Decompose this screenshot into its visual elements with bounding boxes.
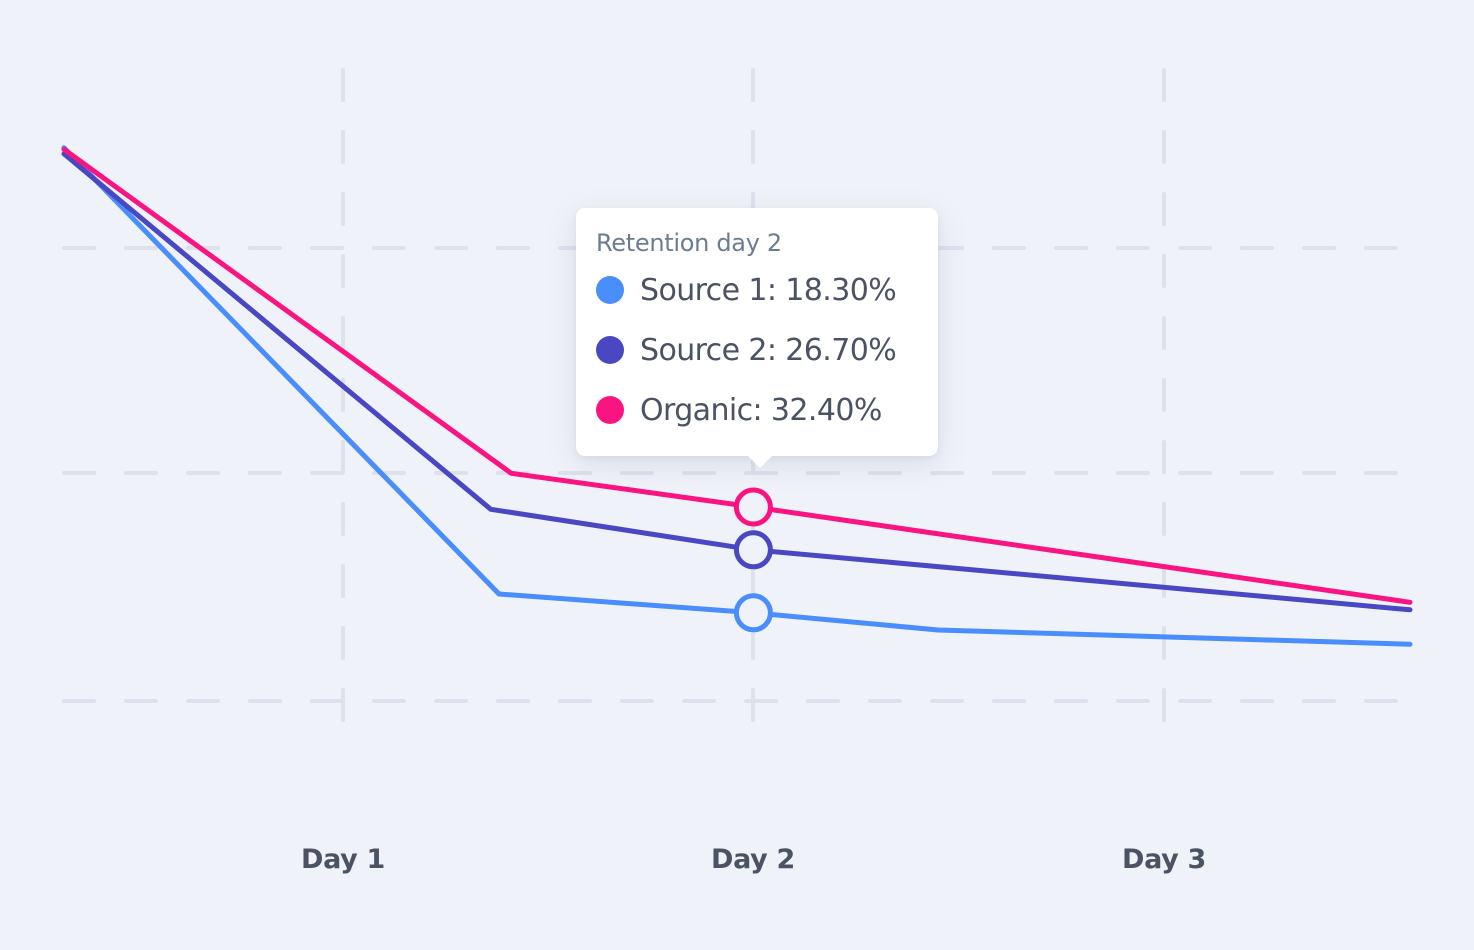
tooltip-value: Source 2: 26.70%: [640, 332, 897, 368]
legend-dot-icon: [596, 276, 624, 304]
x-tick-label: Day 2: [710, 844, 796, 875]
tooltip-row-organic: Organic: 32.40%: [596, 380, 918, 440]
tooltip-title: Retention day 2: [596, 229, 782, 257]
legend-dot-icon: [596, 396, 624, 424]
series-line-source-2: [61, 151, 1413, 613]
tooltip-row-source-2: Source 2: 26.70%: [596, 320, 918, 380]
legend-dot-icon: [596, 336, 624, 364]
series-line-organic: [61, 146, 1413, 605]
x-tick-label: Day 3: [1121, 844, 1207, 875]
tooltip-row-source-1: Source 1: 18.30%: [596, 260, 918, 320]
tooltip-value: Source 1: 18.30%: [640, 272, 897, 308]
data-point-marker-source-1: [733, 593, 773, 633]
hover-markers: [733, 487, 773, 633]
tooltip: Retention day 2 Source 1: 18.30% Source …: [576, 208, 938, 468]
tooltip-value: Organic: 32.40%: [640, 392, 882, 428]
data-point-marker-organic: [733, 487, 773, 527]
tooltip-pointer-icon: [748, 456, 772, 468]
x-tick-label: Day 1: [300, 844, 386, 875]
horizontal-gridlines: [62, 246, 1412, 703]
data-point-marker-source-2: [733, 530, 773, 570]
